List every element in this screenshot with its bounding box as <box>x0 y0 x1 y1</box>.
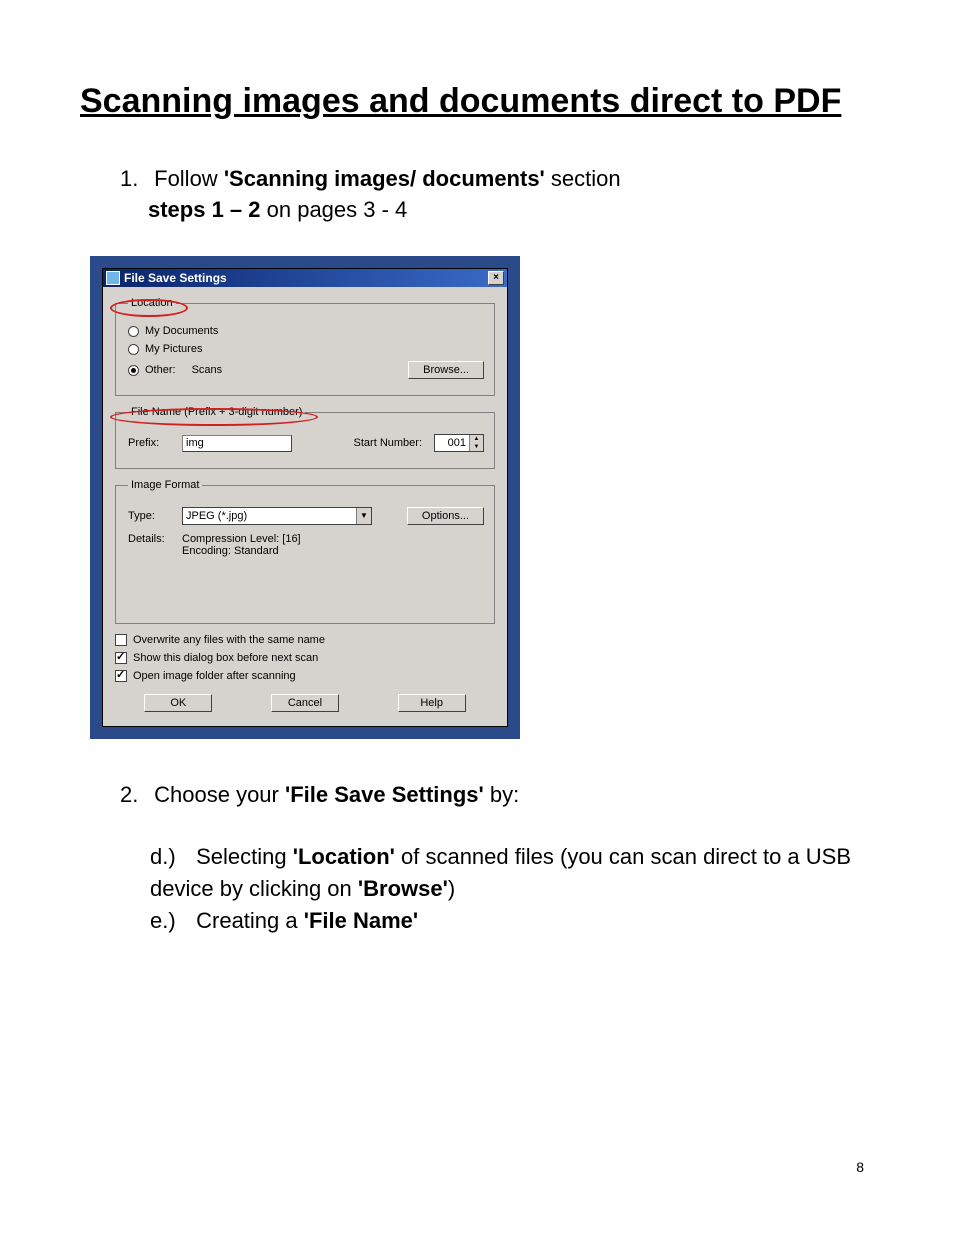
prefix-label: Prefix: <box>128 437 182 449</box>
type-value: JPEG (*.jpg) <box>183 510 356 522</box>
ok-button[interactable]: OK <box>144 694 212 712</box>
type-label: Type: <box>128 510 182 522</box>
filename-group: File Name (Prefix + 3-digit number) Pref… <box>115 406 495 469</box>
details-label: Details: <box>128 533 182 545</box>
location-highlight <box>110 299 188 317</box>
details-line-1: Compression Level: [16] <box>182 533 301 545</box>
other-value: Scans <box>192 364 223 376</box>
help-button[interactable]: Help <box>398 694 466 712</box>
start-number-value: 001 <box>435 437 469 449</box>
type-dropdown[interactable]: JPEG (*.jpg) ▼ <box>182 507 372 525</box>
details-text: Compression Level: [16] Encoding: Standa… <box>182 533 301 557</box>
dialog-titlebar: File Save Settings × <box>103 269 507 287</box>
close-button[interactable]: × <box>488 271 504 285</box>
step-2e-pre: Creating a <box>196 908 304 933</box>
radio-other[interactable] <box>128 365 139 376</box>
step-2e-letter: e.) <box>150 905 190 937</box>
step-1-text-pre: Follow <box>154 166 224 191</box>
checkbox-show-dialog[interactable] <box>115 652 127 664</box>
file-save-settings-dialog: File Save Settings × Location My Documen… <box>102 268 508 727</box>
step-2d-post: ) <box>448 876 455 901</box>
step-1: 1. Follow 'Scanning images/ documents' s… <box>120 163 874 227</box>
dialog-screenshot: File Save Settings × Location My Documen… <box>90 256 520 739</box>
start-number-label: Start Number: <box>354 437 422 449</box>
step-2: 2. Choose your 'File Save Settings' by: <box>120 779 874 811</box>
image-format-legend: Image Format <box>128 479 202 491</box>
filename-highlight <box>110 408 318 426</box>
step-2d-b1: 'Location' <box>293 844 395 869</box>
browse-button[interactable]: Browse... <box>408 361 484 379</box>
start-number-spinner[interactable]: 001 ▲▼ <box>434 434 484 452</box>
step-2e-b1: 'File Name' <box>304 908 418 933</box>
step-2d: d.) Selecting 'Location' of scanned file… <box>150 841 874 905</box>
step-2d-pre: Selecting <box>196 844 293 869</box>
label-open-folder: Open image folder after scanning <box>133 670 296 682</box>
image-format-group: Image Format Type: JPEG (*.jpg) ▼ Option… <box>115 479 495 624</box>
step-1-num: 1. <box>120 163 148 195</box>
location-group: Location My Documents My Pictures Other:… <box>115 297 495 396</box>
cancel-button[interactable]: Cancel <box>271 694 339 712</box>
options-button[interactable]: Options... <box>407 507 484 525</box>
step-2d-letter: d.) <box>150 841 190 873</box>
step-1-text-mid: section <box>545 166 621 191</box>
prefix-input[interactable]: img <box>182 435 292 452</box>
step-2e: e.) Creating a 'File Name' <box>150 905 874 937</box>
page-number: 8 <box>856 1159 864 1175</box>
step-2-num: 2. <box>120 779 148 811</box>
checkbox-overwrite[interactable] <box>115 634 127 646</box>
step-2d-b2: 'Browse' <box>358 876 448 901</box>
label-show-dialog: Show this dialog box before next scan <box>133 652 318 664</box>
dialog-title: File Save Settings <box>124 271 227 285</box>
step-1-bold-2: steps 1 – 2 <box>148 197 261 222</box>
page-title: Scanning images and documents direct to … <box>80 80 874 123</box>
radio-my-pictures[interactable] <box>128 344 139 355</box>
step-2-bold: 'File Save Settings' <box>285 782 484 807</box>
app-icon <box>106 271 120 285</box>
step-1-text-post: on pages 3 - 4 <box>261 197 408 222</box>
label-other: Other: <box>145 364 176 376</box>
checkbox-open-folder[interactable] <box>115 670 127 682</box>
step-2-pre: Choose your <box>154 782 285 807</box>
details-line-2: Encoding: Standard <box>182 545 279 557</box>
label-overwrite: Overwrite any files with the same name <box>133 634 325 646</box>
chevron-down-icon[interactable]: ▼ <box>356 508 371 524</box>
label-my-documents: My Documents <box>145 325 218 337</box>
step-1-bold-1: 'Scanning images/ documents' <box>224 166 545 191</box>
label-my-pictures: My Pictures <box>145 343 202 355</box>
radio-my-documents[interactable] <box>128 326 139 337</box>
step-2-post: by: <box>484 782 519 807</box>
spinner-arrows-icon[interactable]: ▲▼ <box>469 435 483 451</box>
